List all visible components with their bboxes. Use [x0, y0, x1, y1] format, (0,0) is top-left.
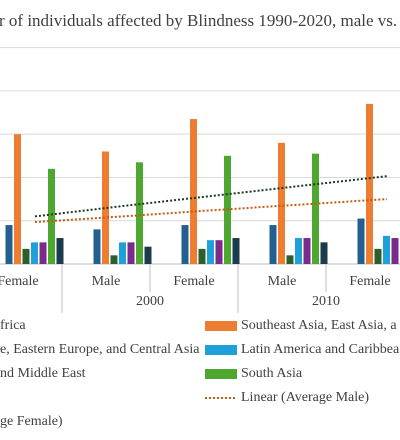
x-tick-label: Male	[268, 274, 297, 289]
x-tick-label: Male	[92, 274, 121, 289]
bar	[119, 242, 126, 264]
bar	[127, 242, 135, 264]
bar	[207, 240, 214, 264]
bar	[39, 242, 47, 264]
bar	[383, 235, 390, 264]
bar	[320, 242, 328, 264]
x-tick-label: Female	[0, 274, 39, 289]
bar	[366, 103, 373, 265]
bar	[374, 248, 382, 264]
group-label: 2000	[136, 294, 164, 309]
legend-marker	[205, 345, 237, 355]
bar	[110, 255, 118, 264]
bar	[391, 238, 399, 264]
bar	[93, 229, 101, 264]
bar	[357, 218, 365, 264]
legend-label: Latin America and Caribbea	[241, 342, 400, 357]
bar	[102, 151, 109, 264]
bar	[48, 168, 55, 264]
chart-title: r of individuals affected by Blindness 1…	[0, 11, 397, 30]
bar	[144, 246, 152, 264]
trendline	[34, 198, 388, 224]
legend-marker	[205, 369, 237, 379]
bar	[14, 134, 21, 264]
bar	[31, 242, 38, 264]
legend-label: ge Female)	[0, 414, 63, 429]
legend-label: Linear (Average Male)	[241, 390, 369, 405]
bar	[136, 162, 143, 264]
legend-label: Southeast Asia, East Asia, a	[241, 318, 397, 333]
bar	[312, 153, 319, 264]
bar	[215, 240, 223, 264]
bar	[5, 225, 13, 264]
legend-label: e, Eastern Europe, and Central Asia	[0, 342, 200, 357]
legend-label: frica	[0, 318, 26, 333]
legend-label: South Asia	[241, 366, 303, 381]
bar	[190, 119, 197, 264]
bar	[56, 238, 64, 264]
bar	[198, 248, 206, 264]
bar	[303, 238, 311, 264]
bar	[181, 225, 189, 264]
bar	[295, 238, 302, 264]
trendline	[34, 175, 388, 218]
x-tick-label: Female	[349, 274, 390, 289]
x-tick-label: Female	[173, 274, 214, 289]
legend-marker	[205, 321, 237, 331]
bar	[22, 248, 30, 264]
group-label: 2010	[312, 294, 340, 309]
bar	[278, 142, 285, 264]
legend-label: nd Middle East	[0, 366, 86, 381]
bar	[286, 255, 294, 264]
bar	[232, 238, 240, 264]
bar	[269, 225, 277, 264]
